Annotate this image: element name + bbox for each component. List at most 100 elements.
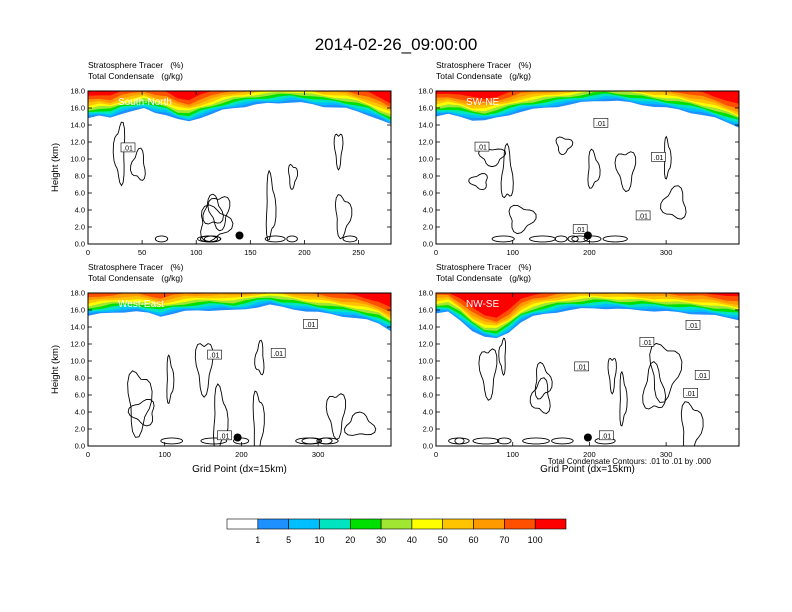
- y-axis-label: Height (km): [50, 345, 61, 394]
- contour-line: [207, 196, 231, 232]
- x-tick-label: 100: [190, 248, 203, 257]
- colorbar-swatch: [288, 518, 320, 530]
- contour-line: [587, 148, 601, 189]
- y-tick-label: 6.0: [423, 189, 433, 198]
- y-tick-label: 16.0: [418, 306, 433, 315]
- contour-line: [602, 235, 628, 243]
- contour-line: [468, 173, 488, 191]
- colorbar-label: 100: [528, 535, 543, 545]
- contour-line: [534, 361, 553, 400]
- y-tick-label: 6.0: [423, 391, 433, 400]
- plot-frame: [435, 292, 740, 447]
- x-tick-label: 200: [583, 450, 596, 459]
- contour-label-box: [207, 349, 222, 360]
- contour-line: [254, 339, 265, 376]
- contour-label: .01: [273, 351, 283, 358]
- contour-line: [264, 235, 286, 243]
- x-tick-label: 250: [352, 248, 365, 257]
- contour-line: [660, 185, 687, 220]
- contour-line: [472, 437, 500, 445]
- colorbar-swatch: [349, 518, 382, 530]
- colorbar: 1 5 10 20 30 40 50 60 70 100: [226, 518, 567, 545]
- y-tick-label: 8.0: [423, 172, 433, 181]
- contour-label: .01: [688, 323, 698, 330]
- y-tick-label: 14.0: [418, 323, 433, 332]
- contour-label-box: [120, 142, 136, 153]
- tracer-band: [436, 91, 739, 104]
- cross-section-label: SW-NE: [466, 97, 499, 108]
- contour-line: [498, 337, 507, 376]
- contour-line: [567, 235, 579, 243]
- condensate-contours: [127, 339, 377, 446]
- contour-line: [607, 357, 617, 395]
- colorbar-label: 50: [438, 535, 448, 545]
- contour-line: [200, 437, 228, 445]
- colorbar-swatch: [534, 518, 567, 530]
- plot-frame: [435, 90, 740, 245]
- y-tick-label: 10.0: [70, 357, 85, 366]
- contour-label-box: [593, 118, 609, 128]
- y-tick-label: 4.0: [423, 206, 433, 215]
- contour-label-box: [303, 319, 318, 329]
- contour-line: [478, 148, 507, 168]
- y-tick-label: 18.0: [70, 289, 85, 298]
- y-tick-label: 14.0: [70, 121, 85, 130]
- y-axis-label: Height (km): [50, 143, 61, 192]
- contour-label-box: [651, 152, 666, 162]
- x-tick-label: 0: [86, 450, 90, 459]
- x-tick-label: 0: [434, 248, 438, 257]
- y-tick-label: 2.0: [75, 223, 85, 232]
- contour-line: [344, 411, 377, 436]
- y-tick-label: 12.0: [418, 340, 433, 349]
- tracer-band: [436, 91, 739, 109]
- x-tick-label: 50: [138, 248, 146, 257]
- contour-label: .01: [686, 391, 696, 398]
- contour-line: [334, 194, 353, 240]
- tracer-shading: [88, 91, 391, 124]
- colorbar-swatch: [319, 518, 351, 530]
- contour-line: [555, 136, 574, 155]
- y-tick-label: 16.0: [70, 306, 85, 315]
- tracer-shading: [436, 91, 739, 128]
- contour-label: .01: [697, 373, 707, 380]
- y-tick-label: 12.0: [418, 138, 433, 147]
- x-tick-label: 200: [235, 450, 248, 459]
- contour-line: [252, 390, 265, 446]
- x-tick-label: 100: [506, 248, 519, 257]
- cross-section-label: West-East: [118, 299, 164, 310]
- panel-sw-ne: .01 .01 .01 .01 .01 0 100 200 300 0.0 2.0 4.0 6.0 8.0…: [418, 60, 740, 257]
- x-tick-label: 0: [86, 248, 90, 257]
- contour-line: [203, 235, 221, 243]
- contour-line: [454, 437, 465, 445]
- y-tick-label: 0.0: [423, 442, 433, 451]
- colorbar-label: 5: [286, 535, 291, 545]
- panel-subtitle: Total Condensate (g/kg): [436, 273, 531, 283]
- panels: .01 0 50 100 150 200 250 0.0 2.0 4.0 6.0 8.0 10.0 12.…: [50, 60, 740, 475]
- condensate-contours: [448, 337, 704, 446]
- x-tick-label: 300: [660, 248, 673, 257]
- contour-label-box: [598, 430, 614, 441]
- colorbar-swatch: [473, 518, 505, 530]
- y-tick-label: 16.0: [70, 104, 85, 113]
- colorbar-label: 20: [345, 535, 355, 545]
- colorbar-swatch: [504, 518, 536, 530]
- y-tick-label: 4.0: [423, 408, 433, 417]
- panel-subtitle: Stratosphere Tracer (%): [436, 60, 532, 70]
- contour-label: .01: [123, 145, 133, 152]
- x-tick-label: 150: [244, 248, 257, 257]
- contour-line: [202, 193, 224, 225]
- contour-note: Total Condensate Contours: .01 to .01 by…: [548, 457, 712, 466]
- y-tick-label: 10.0: [70, 155, 85, 164]
- contour-label-box: [474, 141, 490, 152]
- condensate-contours: [112, 121, 358, 243]
- figure-title: 2014-02-26_09:00:00: [315, 35, 478, 54]
- tracer-band: [88, 293, 391, 308]
- x-tick-label: 300: [312, 450, 325, 459]
- contour-label-box: [685, 319, 701, 330]
- contour-line: [554, 235, 568, 243]
- x-axis-label: Grid Point (dx=15km): [540, 464, 635, 475]
- contour-label-box: [574, 361, 590, 372]
- y-tick-label: 8.0: [75, 374, 85, 383]
- contour-line: [478, 348, 498, 401]
